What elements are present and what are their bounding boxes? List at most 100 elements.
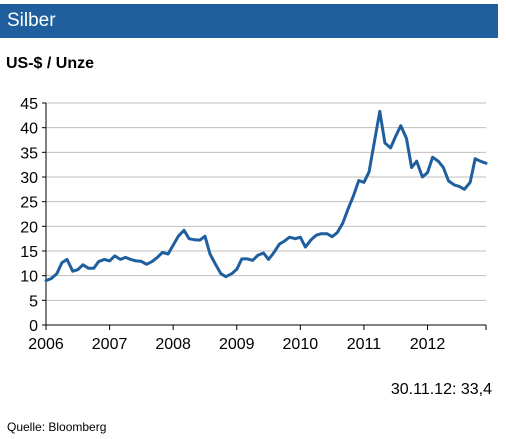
data-point [315,234,318,237]
data-point [415,160,418,163]
data-point [485,162,488,165]
data-point [188,237,191,240]
data-point [368,171,371,174]
data-point [453,183,456,186]
data-point [156,256,159,259]
x-tick-labels: 2006 2007 2008 2009 2010 2011 2012 [28,336,445,353]
data-point [81,263,84,266]
x-tick-label: 2012 [410,336,446,353]
data-point [336,231,339,234]
x-tick-label: 2010 [283,336,319,353]
data-point [352,195,355,198]
data-point [256,254,259,257]
data-point [383,141,386,144]
x-tick-label: 2011 [347,336,382,353]
y-tick-label: 30 [20,170,38,187]
data-point [283,240,286,243]
chart-title: Silber [7,10,56,31]
x-tick-label: 2007 [92,336,128,353]
data-point [209,252,212,255]
data-point [299,236,302,239]
data-point [437,160,440,163]
y-tick-label: 0 [29,318,38,335]
data-point [193,238,196,241]
data-point [347,208,350,211]
latest-value: 30.11.12: 33,4 [390,381,492,398]
data-point [119,258,122,261]
data-point [426,171,429,174]
data-point [469,181,472,184]
data-point [103,258,106,261]
data-point [320,232,323,235]
data-point [240,257,243,260]
data-point [182,229,185,232]
data-point [458,185,461,188]
data-point [135,259,138,262]
data-point [203,235,206,238]
data-point [145,263,148,266]
data-point [214,263,217,266]
data-point [304,246,307,249]
data-point [442,166,445,169]
data-point [124,256,127,259]
series-line-silver [44,109,488,283]
data-point [326,232,329,235]
data-point [87,267,90,270]
data-point [60,261,63,264]
source-note: Quelle: Bloomberg [7,420,107,434]
data-point [378,110,381,113]
header-bar: Silber [0,4,498,38]
data-point [71,270,74,273]
y-tick-labels: 0 5 10 15 20 25 30 35 40 45 [20,96,38,335]
data-point [177,235,180,238]
data-point [394,135,397,138]
x-tick-label: 2008 [155,336,191,353]
y-tick-label: 45 [20,96,38,113]
data-point [92,267,95,270]
x-tick-label: 2009 [219,336,255,353]
data-point [294,237,297,240]
data-point [262,251,265,254]
data-point [167,252,170,255]
data-point [405,137,408,140]
data-point [151,260,154,263]
data-point [373,139,376,142]
y-tick-label: 25 [20,195,38,212]
data-point [447,179,450,182]
data-point [140,260,143,263]
data-point [97,260,100,263]
data-point [479,160,482,163]
data-point [224,275,227,278]
data-point [50,277,53,280]
data-point [235,268,238,271]
data-point [399,124,402,127]
data-point [310,238,313,241]
data-point [357,179,360,182]
data-point [55,272,58,275]
axes [42,102,487,330]
data-point [251,259,254,262]
data-point [198,239,201,242]
data-point [421,176,424,179]
data-point [129,258,132,261]
data-point [278,243,281,246]
unit-label: US-$ / Unze [6,55,95,72]
x-tick-label: 2006 [28,336,64,353]
data-point [463,188,466,191]
data-point [389,146,392,149]
y-tick-label: 5 [29,293,38,310]
data-point [246,257,249,260]
data-point [45,279,48,282]
y-tick-label: 10 [20,269,38,286]
data-point [161,251,164,254]
data-point [272,251,275,254]
y-tick-label: 35 [20,145,38,162]
data-point [410,166,413,169]
data-point [288,236,291,239]
data-point [172,244,175,247]
y-tick-label: 40 [20,121,38,138]
y-tick-label: 20 [20,219,38,236]
data-point [341,221,344,224]
y-tick-label: 15 [20,244,38,261]
